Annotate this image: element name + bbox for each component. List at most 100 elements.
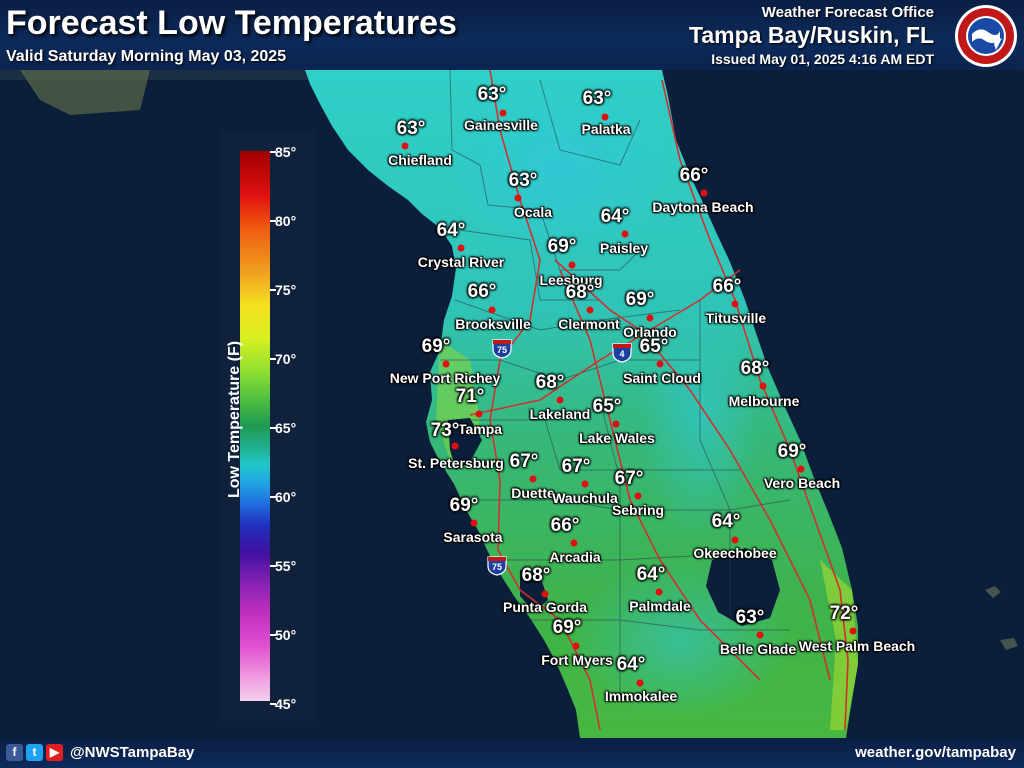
- station-name: Tampa: [457, 421, 503, 437]
- station-dot: [756, 631, 764, 639]
- station-dot: [541, 590, 549, 598]
- station-name: Sebring: [611, 502, 665, 518]
- station-dot: [442, 360, 450, 368]
- station-name: Arcadia: [549, 549, 601, 565]
- website-link[interactable]: weather.gov/tampabay: [855, 744, 1016, 761]
- station-name: Duette: [511, 485, 555, 501]
- station-temperature: 63°: [508, 170, 538, 191]
- station-dot: [556, 396, 564, 404]
- station-name: Gainesville: [464, 117, 538, 133]
- station-dot: [621, 230, 629, 238]
- interstate-number: 4: [619, 349, 624, 359]
- station-name: Fort Myers: [541, 652, 613, 668]
- station-name: St. Petersburg: [408, 455, 504, 471]
- legend-tick-label: 50°: [275, 627, 297, 643]
- station-dot: [475, 410, 483, 418]
- station-name: Daytona Beach: [652, 199, 754, 215]
- station-dot: [797, 465, 805, 473]
- nws-logo: [955, 5, 1017, 67]
- legend-tick-label: 45°: [275, 696, 297, 712]
- tampa-bay: [448, 418, 482, 470]
- twitter-icon[interactable]: t: [26, 744, 43, 761]
- station-temperature: 69°: [625, 289, 655, 310]
- station-dot: [499, 109, 507, 117]
- road-turnpike: [554, 259, 831, 681]
- station-dot: [572, 642, 580, 650]
- station-temperature: 66°: [467, 281, 497, 302]
- legend-tick-label: 70°: [275, 351, 297, 367]
- station-dot: [612, 420, 620, 428]
- social-handle[interactable]: @NWSTampaBay: [70, 744, 195, 761]
- header-bar: [0, 0, 1024, 70]
- station-temperature: 64°: [636, 564, 666, 585]
- station-temperature: 67°: [614, 468, 644, 489]
- station-name: West Palm Beach: [798, 638, 916, 654]
- interstate-shield-icon: 75: [492, 339, 512, 359]
- station-temperature: 64°: [600, 206, 630, 227]
- station-name: Leesburg: [539, 272, 603, 288]
- station-temperature: 68°: [535, 372, 565, 393]
- legend-tick-mark: [270, 151, 276, 153]
- station-temperature: 68°: [521, 565, 551, 586]
- legend-tick-label: 85°: [275, 144, 297, 160]
- station-name: Melbourne: [728, 393, 800, 409]
- legend-tick-label: 80°: [275, 213, 297, 229]
- station-dot: [700, 189, 708, 197]
- station-dot: [634, 492, 642, 500]
- station-temperature: 69°: [449, 495, 479, 516]
- station-temperature: 68°: [565, 282, 595, 303]
- station-temperature: 71°: [455, 386, 485, 407]
- station-dot: [759, 382, 767, 390]
- road-i95: [661, 79, 849, 731]
- legend-tick-mark: [270, 565, 276, 567]
- station-name: Lakeland: [529, 406, 591, 422]
- station-dot: [451, 442, 459, 450]
- facebook-icon[interactable]: f: [6, 744, 23, 761]
- station-name: Immokalee: [604, 688, 678, 704]
- station-name: Belle Glade: [719, 641, 797, 657]
- station-name: Palatka: [581, 121, 631, 137]
- station-name: Wauchula: [552, 490, 618, 506]
- interstate-number: 75: [497, 345, 507, 355]
- interstate-number: 75: [492, 562, 502, 572]
- office-name: Tampa Bay/Ruskin, FL: [689, 22, 934, 48]
- station-name: Titusville: [705, 310, 767, 326]
- station-name: Ocala: [513, 204, 553, 220]
- station-temperature: 66°: [712, 276, 742, 297]
- station-dot: [514, 194, 522, 202]
- station-temperature: 67°: [561, 456, 591, 477]
- station-temperature: 69°: [552, 617, 582, 638]
- footer-bar: [0, 738, 1024, 768]
- station-temperature: 73°: [430, 420, 460, 441]
- station-temperature: 67°: [509, 451, 539, 472]
- station-dot: [586, 306, 594, 314]
- legend-tick-mark: [270, 496, 276, 498]
- station-dot: [470, 519, 478, 527]
- station-temperature: 68°: [740, 358, 770, 379]
- legend-tick-label: 65°: [275, 420, 297, 436]
- station-name: Vero Beach: [763, 475, 841, 491]
- station-temperature: 64°: [436, 220, 466, 241]
- issued-time: Issued May 01, 2025 4:16 AM EDT: [711, 51, 934, 67]
- valid-time: Valid Saturday Morning May 03, 2025: [6, 48, 287, 65]
- station-temperature: 65°: [592, 396, 622, 417]
- station-name: Okeechobee: [693, 545, 777, 561]
- legend-tick-mark: [270, 220, 276, 222]
- station-name: Palmdale: [629, 598, 691, 614]
- legend-tick-mark: [270, 358, 276, 360]
- page-title: Forecast Low Temperatures: [6, 4, 457, 42]
- color-scale-bar: [240, 151, 270, 701]
- youtube-icon[interactable]: ▶: [46, 744, 63, 761]
- station-temperature: 69°: [777, 441, 807, 462]
- legend-tick-mark: [270, 289, 276, 291]
- legend-tick-label: 75°: [275, 282, 297, 298]
- station-name: New Port Richey: [389, 370, 501, 386]
- station-name: Orlando: [623, 324, 677, 340]
- station-dot: [655, 588, 663, 596]
- legend-tick-mark: [270, 427, 276, 429]
- wfo-label: Weather Forecast Office: [761, 4, 934, 21]
- legend-tick-label: 55°: [275, 558, 297, 574]
- interstate-shield-icon: 4: [612, 343, 632, 363]
